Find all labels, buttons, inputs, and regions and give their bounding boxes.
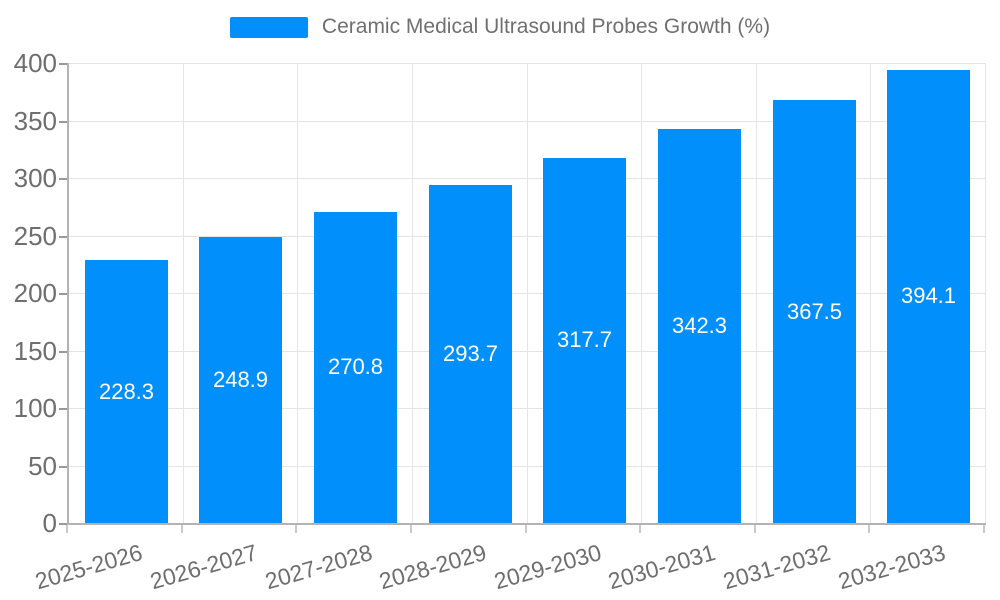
x-axis-tick [868,525,871,533]
bar-value-label: 394.1 [900,283,957,309]
bar-2030-2031[interactable]: 342.3 [658,129,741,523]
x-axis-tick [66,525,68,533]
bar-value-label: 270.8 [327,354,384,380]
plot-area: 228.3 248.9 270.8 293.7 317.7 342.3 367.5 394.1 [67,63,986,525]
y-axis-tick [59,178,67,180]
y-axis-tick [59,120,67,123]
y-tick-label-300: 300 [13,163,57,193]
gridline-v-5 [641,63,643,523]
gridline-h-350 [69,120,986,122]
gridline-h-300 [69,178,986,179]
x-axis-tick [639,525,642,533]
y-tick-label-350: 350 [13,105,57,136]
bar-2031-2032[interactable]: 367.5 [773,100,856,523]
y-tick-label-100: 100 [13,393,57,423]
y-axis-tick [59,523,67,525]
legend-item[interactable]: Ceramic Medical Ultrasound Probes Growth… [0,15,1000,39]
gridline-h-400 [69,63,986,64]
x-axis-tick [409,525,412,533]
y-tick-label-0: 0 [42,508,57,538]
bar-value-label: 248.9 [212,366,269,392]
y-axis-tick [59,408,67,410]
legend-marker-icon [229,16,308,38]
bar-value-label: 228.3 [98,378,155,404]
gridline-h-150 [69,350,986,352]
y-axis-tick [59,465,67,468]
x-axis-tick [983,525,985,533]
y-axis-tick [59,235,67,238]
gridline-v-2 [297,63,299,523]
gridline-h-200 [69,293,986,294]
gridline-v-1 [182,63,184,523]
bar-2028-2029[interactable]: 293.7 [429,185,512,523]
bar-value-label: 367.5 [786,298,843,324]
gridline-h-100 [69,408,986,409]
y-axis-tick [59,350,67,353]
y-tick-label-400: 400 [13,48,57,78]
bar-2032-2033[interactable]: 394.1 [887,69,970,523]
bar-2025-2026[interactable]: 228.3 [85,260,168,523]
gridline-h-250 [69,235,986,237]
bar-value-label: 293.7 [442,341,499,367]
y-axis-tick [59,293,67,295]
gridline-h-50 [69,465,986,467]
y-tick-label-50: 50 [28,450,57,481]
y-tick-label-200: 200 [13,278,57,308]
x-axis-tick [180,525,183,533]
gridline-v-4 [526,63,528,523]
x-axis-tick [753,525,756,533]
x-axis-tick [295,525,298,533]
x-axis-tick [524,525,527,533]
gridline-v-8 [985,63,986,523]
y-tick-label-150: 150 [13,335,57,366]
gridline-v-3 [411,63,413,523]
gridline-v-6 [755,63,757,523]
bar-value-label: 317.7 [556,327,613,353]
bar-2027-2028[interactable]: 270.8 [314,211,397,523]
y-axis-tick [59,63,67,65]
gridline-v-7 [870,63,872,523]
bar-2026-2027[interactable]: 248.9 [199,236,282,523]
bar-value-label: 342.3 [671,313,728,339]
legend-series-label: Ceramic Medical Ultrasound Probes Growth… [321,15,771,38]
y-tick-label-250: 250 [13,220,57,251]
bar-2029-2030[interactable]: 317.7 [543,157,626,523]
